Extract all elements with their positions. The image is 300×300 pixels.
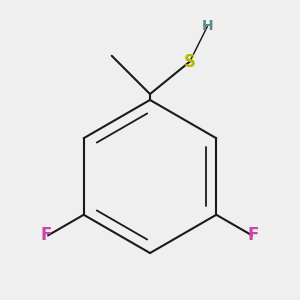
Text: H: H (202, 19, 213, 33)
Text: S: S (184, 53, 196, 71)
Text: F: F (248, 226, 259, 244)
Text: F: F (41, 226, 52, 244)
